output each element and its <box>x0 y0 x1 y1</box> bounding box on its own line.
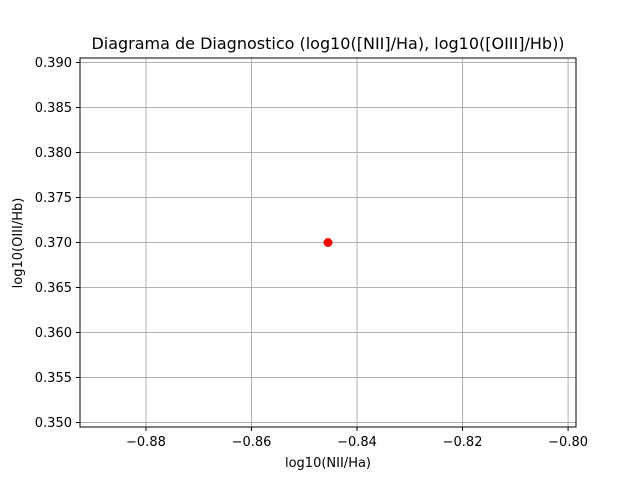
y-axis: 0.350 0.355 0.360 0.365 0.370 0.375 0.380 0.385… <box>35 56 80 431</box>
y-tick-label: 0.355 <box>35 371 72 386</box>
y-tick-label: 0.390 <box>35 56 72 71</box>
y-tick-label: 0.350 <box>35 416 72 431</box>
y-tick-label: 0.380 <box>35 146 72 161</box>
x-tick-label: −0.84 <box>337 435 377 450</box>
x-axis-label: log10(NII/Ha) <box>285 456 371 471</box>
data-points <box>323 238 333 247</box>
grid <box>80 58 576 427</box>
x-tick-label: −0.82 <box>443 435 483 450</box>
chart-title: Diagrama de Diagnostico (log10([NII]/Ha)… <box>91 34 564 53</box>
y-tick-label: 0.370 <box>35 236 72 251</box>
y-tick-label: 0.360 <box>35 326 72 341</box>
x-tick-label: −0.86 <box>232 435 272 450</box>
y-axis-label: log10(OIII/Hb) <box>11 198 26 289</box>
x-tick-label: −0.88 <box>126 435 166 450</box>
y-tick-label: 0.375 <box>35 191 72 206</box>
y-tick-label: 0.385 <box>35 101 72 116</box>
data-point <box>323 238 333 247</box>
y-tick-label: 0.365 <box>35 281 72 296</box>
x-axis: −0.88 −0.86 −0.84 −0.82 −0.80 <box>126 427 588 450</box>
x-tick-label: −0.80 <box>548 435 588 450</box>
